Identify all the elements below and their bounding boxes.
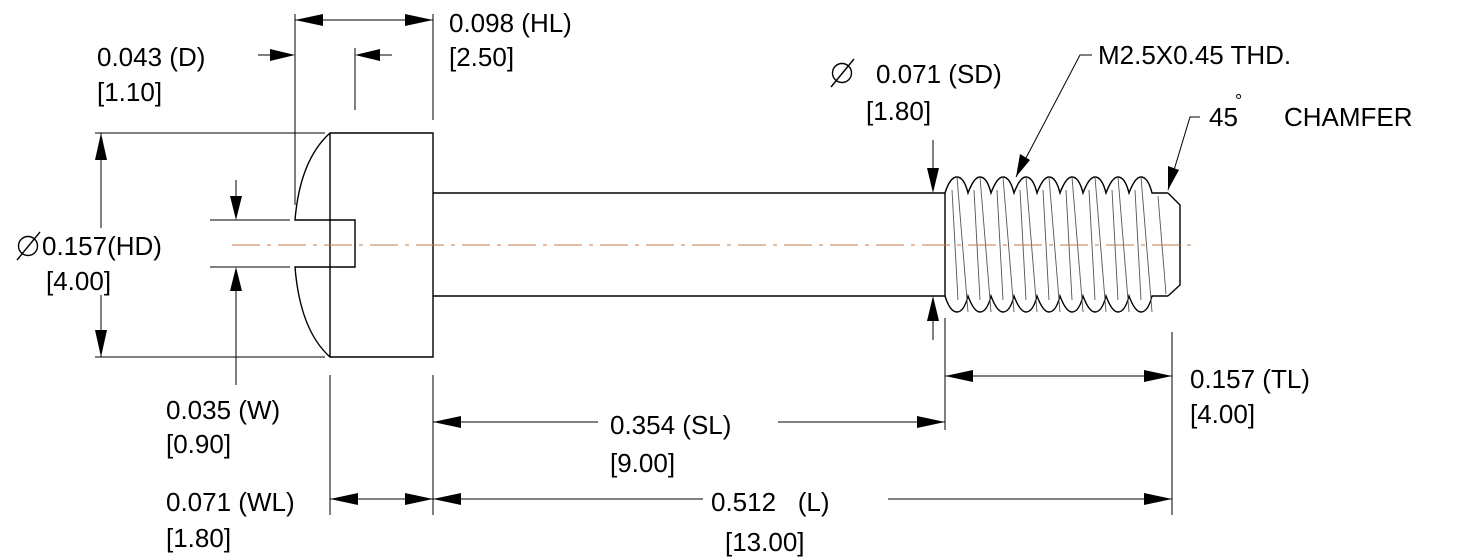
- w-imperial-label: 0.035 (W): [166, 395, 280, 425]
- wl-imperial-label: 0.071 (WL): [166, 487, 295, 517]
- thread-callout-label: M2.5X0.45 THD.: [1098, 40, 1291, 70]
- d-imperial-label: 0.043 (D): [97, 42, 205, 72]
- diameter-symbol-hd: [16, 231, 41, 261]
- hd-metric-label: [4.00]: [46, 266, 111, 296]
- d-metric-label: [1.10]: [97, 77, 162, 107]
- diameter-symbol-sd: [830, 58, 855, 88]
- tl-imperial-label: 0.157 (TL): [1190, 364, 1310, 394]
- chamfer-degree-symbol: °: [1235, 91, 1242, 111]
- tl-metric-label: [4.00]: [1190, 399, 1255, 429]
- chamfer-label: CHAMFER: [1284, 102, 1413, 132]
- l-metric-label: [13.00]: [725, 527, 805, 557]
- sl-metric-label: [9.00]: [610, 448, 675, 478]
- dimension-lines: [95, 14, 1200, 505]
- l-imperial-label: 0.512 (L): [711, 487, 830, 517]
- hl-metric-label: [2.50]: [449, 42, 514, 72]
- wl-metric-label: [1.80]: [166, 523, 231, 553]
- chamfer-angle-label: 45: [1209, 102, 1238, 132]
- extension-lines: [95, 14, 1173, 515]
- sl-imperial-label: 0.354 (SL): [610, 410, 731, 440]
- hd-imperial-label: 0.157(HD): [42, 231, 162, 261]
- w-metric-label: [0.90]: [166, 429, 231, 459]
- sd-imperial-label: 0.071 (SD): [876, 59, 1002, 89]
- hl-imperial-label: 0.098 (HL): [449, 8, 572, 38]
- sd-metric-label: [1.80]: [866, 96, 931, 126]
